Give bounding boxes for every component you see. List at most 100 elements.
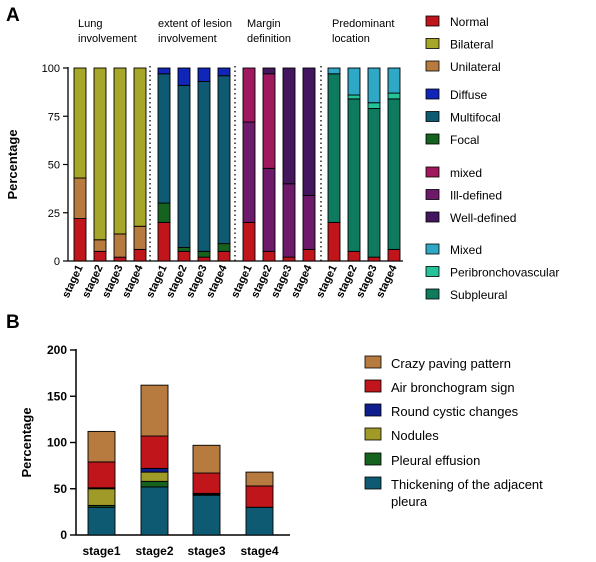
legend-b-label-air-bronchogram-sign: Air bronchogram sign bbox=[391, 380, 515, 395]
bar-segment-normal-g4-stage1 bbox=[327, 221, 341, 262]
y-axis-title-b: Percentage bbox=[19, 407, 34, 477]
bar-segment-mixed-g3-stage2 bbox=[262, 73, 276, 169]
legend-a: Normal Bilateral Unilateral Diffuse Multifoc… bbox=[425, 15, 559, 302]
legend-a-label-normal: Normal bbox=[450, 15, 489, 29]
y-tick-label-b-150: 150 bbox=[47, 389, 67, 403]
group-title-3-line-1: Margin bbox=[247, 18, 281, 30]
legend-a-label-peribronchovascular: Peribronchovascular bbox=[450, 266, 559, 280]
bar-segment-bilateral-g1-stage1 bbox=[73, 67, 87, 179]
y-tick-label-a-25: 25 bbox=[48, 208, 60, 220]
bar-segment-bilateral-g1-stage3 bbox=[113, 67, 127, 235]
legend-b-label-pleural-effusion: Pleural effusion bbox=[391, 453, 480, 468]
bar-segment-diffuse-g2-stage2 bbox=[177, 67, 191, 86]
y-tick-label-a-50: 50 bbox=[48, 160, 60, 172]
bar-segment-ill-defined-g3-stage4 bbox=[302, 194, 316, 250]
legend-b-swatch-pleural-effusion bbox=[364, 452, 382, 466]
bar-segment-well-defined-g3-stage4 bbox=[302, 67, 316, 196]
legend-a-label-unilateral: Unilateral bbox=[450, 60, 501, 74]
bar-segment-mixed-g4-stage4 bbox=[387, 67, 401, 94]
group-title-1-line-1: Lung bbox=[78, 18, 102, 30]
bar-segment-normal-g1-stage4 bbox=[133, 248, 147, 262]
bar-segment-thickening-of-the-adjacent-pleura-stage4 bbox=[245, 506, 274, 536]
bar-segment-air-bronchogram-sign-stage4 bbox=[245, 485, 274, 508]
legend-a-label-focal: Focal bbox=[450, 133, 479, 147]
bar-segment-crazy-paving-pattern-stage3 bbox=[192, 444, 221, 474]
bar-segment-peribronchovascular-g4-stage2 bbox=[347, 94, 361, 100]
legend-a-swatch-peribronchovascular bbox=[425, 266, 440, 277]
bar-segment-crazy-paving-pattern-stage1 bbox=[87, 430, 116, 463]
y-tick-label-b-0: 0 bbox=[60, 528, 67, 542]
bar-segment-ill-defined-g3-stage3 bbox=[282, 183, 296, 258]
bar-segment-multifocal-g2-stage2 bbox=[177, 84, 191, 248]
legend-a-swatch-well-defined bbox=[425, 211, 440, 223]
bar-segment-focal-g2-stage4 bbox=[217, 243, 231, 252]
bar-segment-multifocal-g2-stage3 bbox=[197, 81, 211, 252]
legend-b-label-crazy-paving-pattern: Crazy paving pattern bbox=[391, 356, 511, 371]
y-tick-label-a-100: 100 bbox=[42, 63, 60, 75]
bar-segment-normal-g2-stage1 bbox=[157, 221, 171, 262]
bar-segment-normal-g3-stage3 bbox=[282, 256, 296, 262]
y-tick-label-a-75: 75 bbox=[48, 111, 60, 123]
bar-segment-normal-g3-stage1 bbox=[242, 221, 256, 262]
bar-segment-crazy-paving-pattern-stage4 bbox=[245, 471, 274, 487]
legend-a-swatch-bilateral bbox=[425, 38, 440, 49]
legend-a-swatch-multifocal bbox=[425, 111, 440, 122]
legend-b-swatch-nodules bbox=[364, 427, 382, 441]
legend-b-label-thickening-of-the-adjacent-pleura: Thickening of the adjacent pleura bbox=[391, 477, 543, 509]
bar-segment-thickening-of-the-adjacent-pleura-stage3 bbox=[192, 494, 221, 536]
legend-a-swatch-unilateral bbox=[425, 60, 440, 72]
bar-segment-round-cystic-changes-stage2 bbox=[140, 467, 169, 473]
legend-b-swatch-thickening-of-the-adjacent-pleura bbox=[364, 476, 382, 490]
legend-b-swatch-crazy-paving-pattern bbox=[364, 355, 382, 369]
bar-segment-unilateral-g1-stage4 bbox=[133, 225, 147, 250]
bar-segment-diffuse-g2-stage1 bbox=[157, 67, 171, 75]
x-tick-label-b-stage2: stage2 bbox=[135, 544, 173, 558]
y-tick-label-b-200: 200 bbox=[47, 343, 67, 357]
bar-segment-mixed-g4-stage1 bbox=[327, 67, 341, 75]
legend-b-label-line-1: Thickening of the adjacent bbox=[391, 477, 543, 492]
bar-segment-mixed-g4-stage2 bbox=[347, 67, 361, 96]
bar-segment-well-defined-g3-stage3 bbox=[282, 67, 296, 185]
bar-segment-peribronchovascular-g4-stage4 bbox=[387, 92, 401, 100]
bar-segment-air-bronchogram-sign-stage2 bbox=[140, 435, 169, 469]
bar-segment-thickening-of-the-adjacent-pleura-stage2 bbox=[140, 486, 169, 536]
bar-segment-normal-g2-stage2 bbox=[177, 250, 191, 262]
legend-a-label-multifocal: Multifocal bbox=[450, 111, 501, 125]
bar-segment-focal-g2-stage1 bbox=[157, 202, 171, 223]
bar-segment-focal-g2-stage2 bbox=[177, 247, 191, 252]
bar-segment-pleural-effusion-stage2 bbox=[140, 480, 169, 488]
panel-a-letter: A bbox=[6, 5, 20, 26]
legend-a-swatch-diffuse bbox=[425, 88, 440, 100]
legend-b-label-line-2: pleura bbox=[391, 494, 428, 509]
legend-a-swatch-ill-defined bbox=[425, 189, 440, 200]
bar-segment-normal-g1-stage3 bbox=[113, 256, 127, 262]
group-title-1-line-2: involvement bbox=[78, 33, 137, 45]
group-title-4-line-1: Predominant bbox=[332, 18, 394, 30]
legend-a-label-subpleural: Subpleural bbox=[450, 288, 507, 302]
chart-a: 0255075100PercentageLunginvolvementstage… bbox=[5, 18, 403, 300]
bar-segment-thickening-of-the-adjacent-pleura-stage1 bbox=[87, 506, 116, 536]
legend-a-swatch-subpleural bbox=[425, 288, 440, 300]
legend-a-swatch-normal bbox=[425, 15, 440, 27]
bar-segment-normal-g4-stage4 bbox=[387, 248, 401, 262]
chart-b: 0 50 100 150 200 Percentage stage1 stage2 stage3… bbox=[19, 343, 290, 558]
legend-a-label-mixed: mixed bbox=[450, 166, 482, 180]
x-tick-label-b-stage3: stage3 bbox=[187, 544, 225, 558]
bar-segment-multifocal-g2-stage1 bbox=[157, 73, 171, 204]
bar-segment-multifocal-g2-stage4 bbox=[217, 75, 231, 245]
legend-b-label-nodules: Nodules bbox=[391, 428, 439, 443]
bar-segment-focal-g2-stage3 bbox=[197, 250, 211, 258]
bar-segment-well-defined-g3-stage2 bbox=[262, 67, 276, 75]
bar-segment-peribronchovascular-g4-stage3 bbox=[367, 102, 381, 109]
bar-segment-normal-g4-stage3 bbox=[367, 256, 381, 262]
bar-segment-subpleural-g4-stage3 bbox=[367, 108, 381, 258]
bar-segment-diffuse-g2-stage4 bbox=[217, 67, 231, 77]
legend-b: Crazy paving pattern Air bronchogram sign… bbox=[364, 355, 543, 509]
bar-segment-nodules-stage1 bbox=[87, 488, 116, 506]
bar-segment-nodules-stage2 bbox=[140, 471, 169, 482]
bar-segment-air-bronchogram-sign-stage1 bbox=[87, 461, 116, 489]
y-tick-label-b-100: 100 bbox=[47, 436, 67, 450]
legend-a-swatch-mixed bbox=[425, 243, 440, 255]
panel-b-letter: B bbox=[6, 312, 20, 333]
